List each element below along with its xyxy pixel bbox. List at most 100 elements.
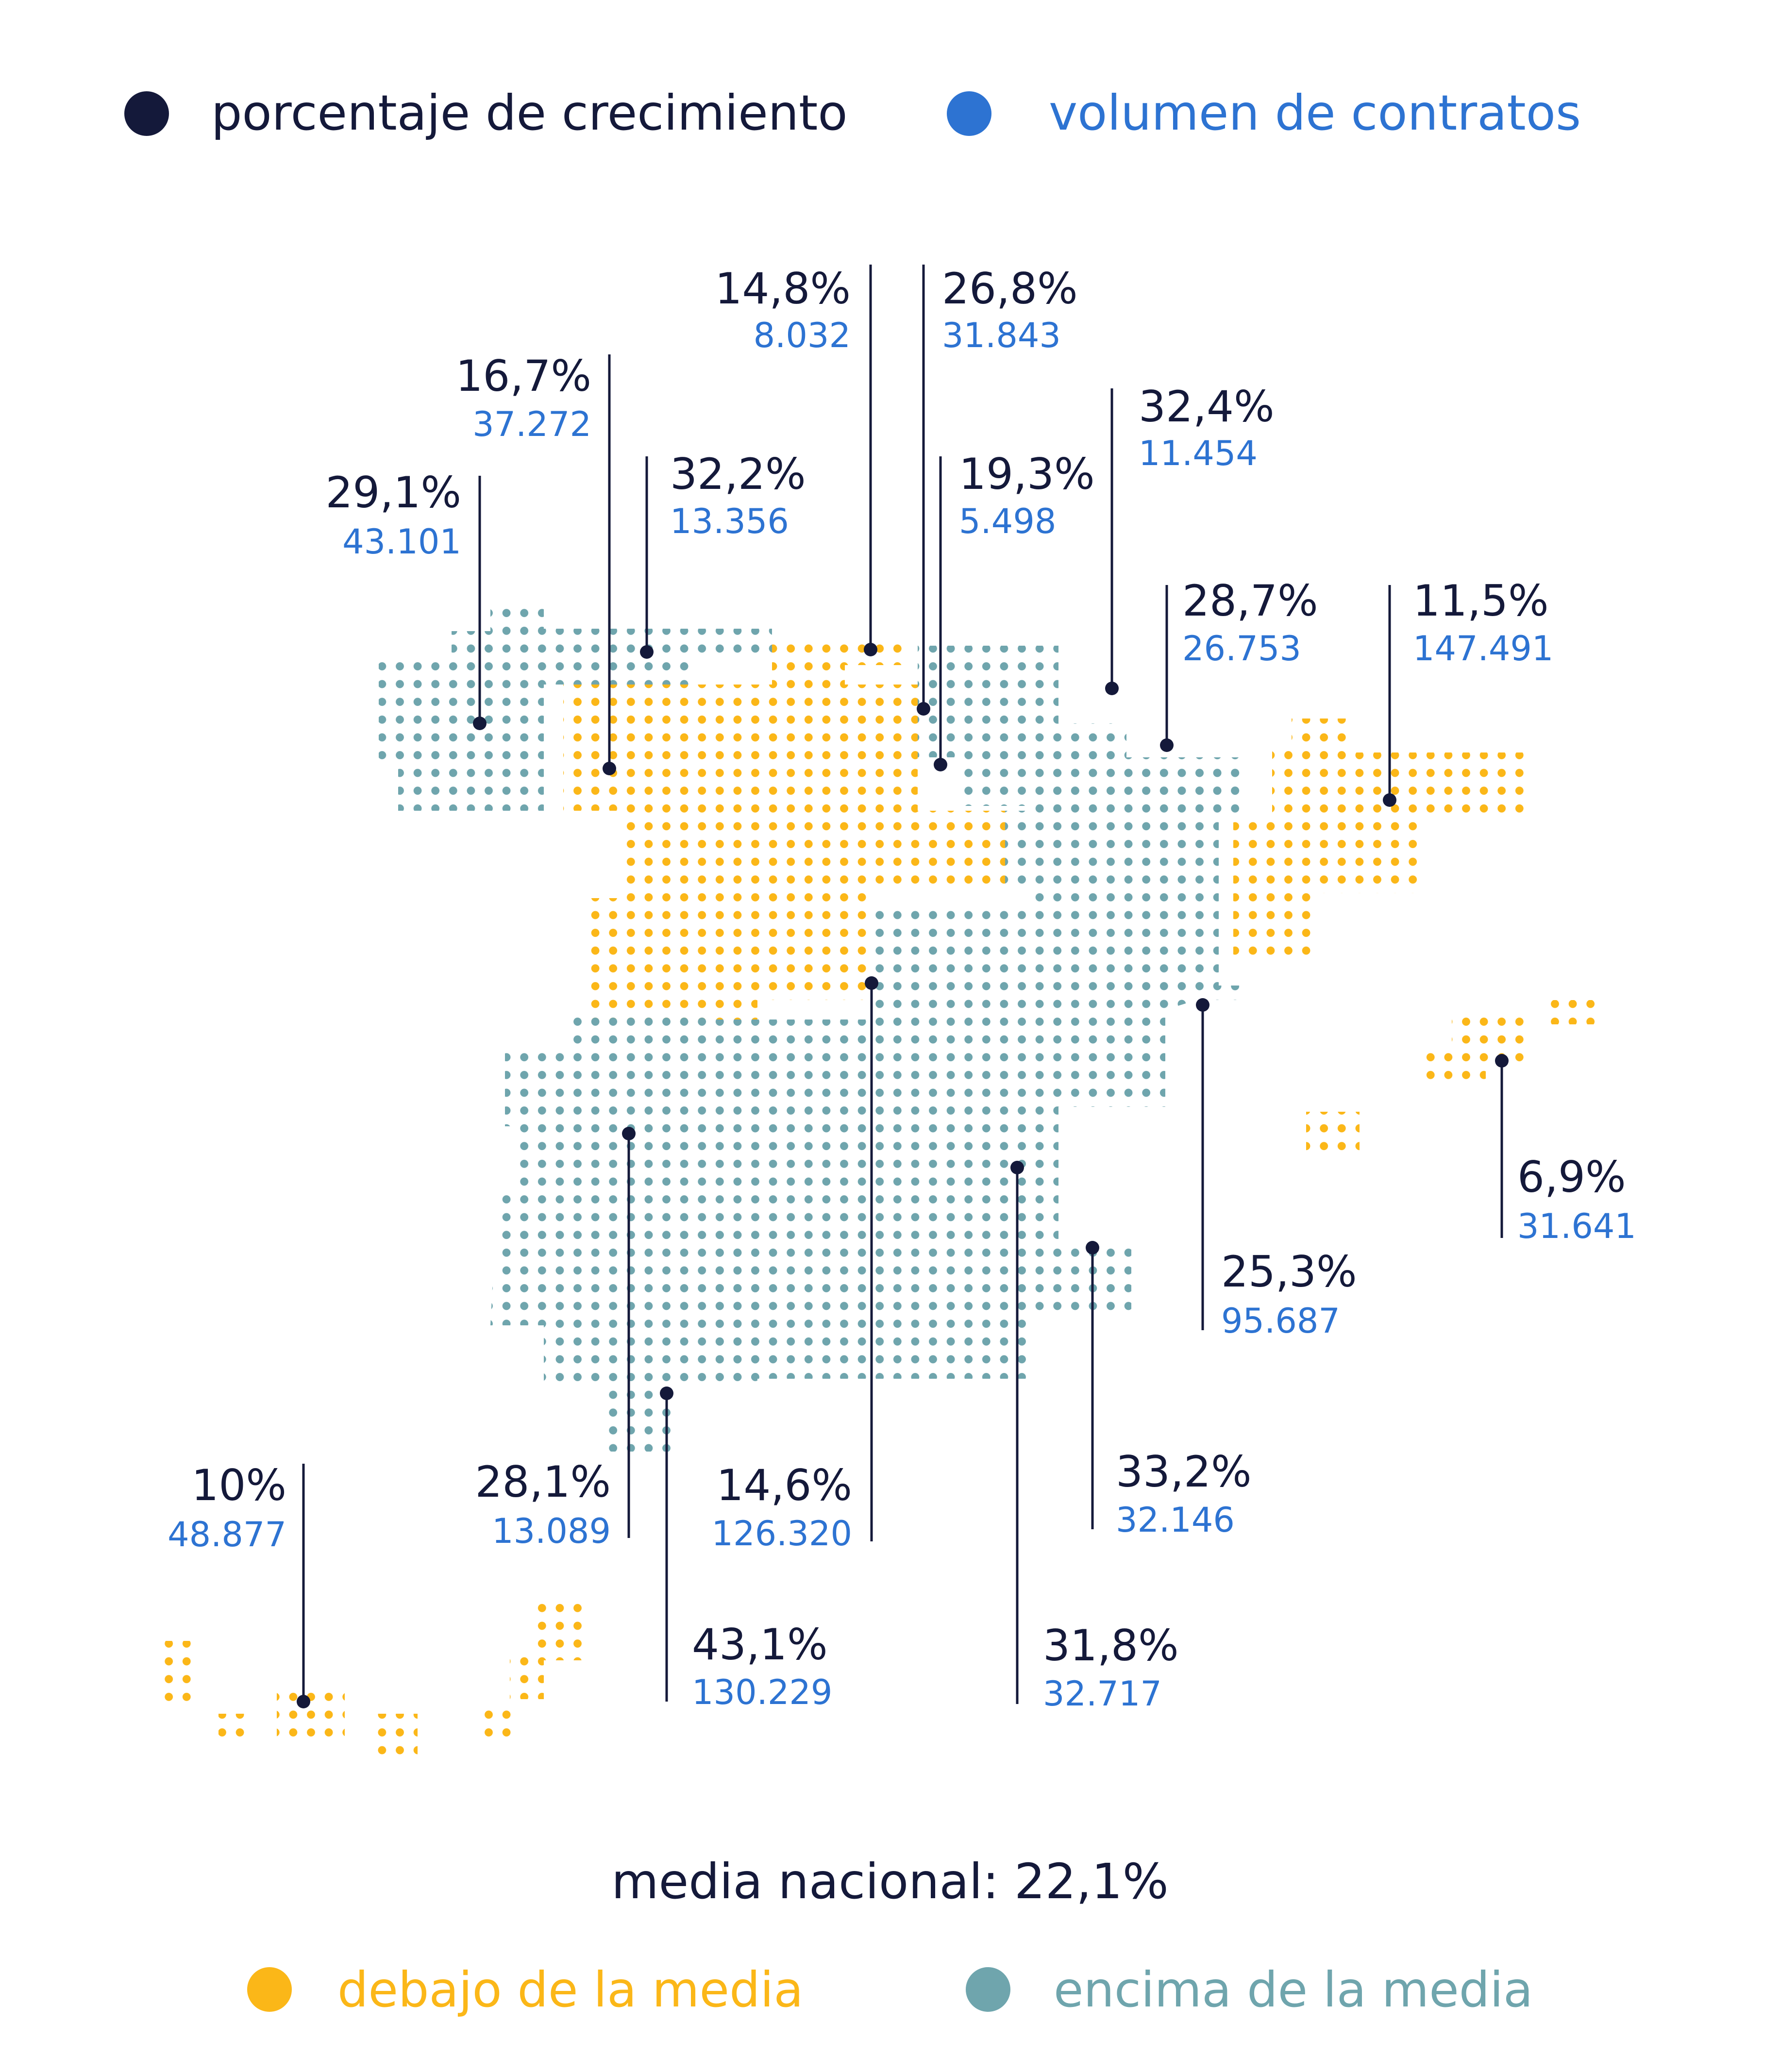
baleares-marker — [1495, 1054, 1509, 1068]
galicia-volume: 43.101 — [342, 522, 461, 562]
region-castilla-la-mancha — [709, 903, 1243, 1379]
callout-cataluna: 11,5% 147.491 — [1383, 576, 1553, 807]
navarra-marker — [1105, 682, 1119, 695]
pais-vasco-volume: 31.843 — [942, 316, 1061, 355]
region-andalucia — [490, 1233, 757, 1452]
dot-map — [160, 607, 1602, 1762]
legend-top: porcentaje de crecimiento volumen de con… — [124, 84, 1581, 141]
canarias-volume: 48.877 — [168, 1515, 286, 1554]
below-average-legend-label: debajo de la media — [337, 1961, 804, 2018]
andalucia-volume: 130.229 — [692, 1672, 832, 1712]
murcia-growth: 33,2% — [1116, 1447, 1252, 1497]
region-aragon — [1005, 757, 1243, 1000]
region-extremadura — [495, 1010, 709, 1243]
region-canarias-east — [481, 1602, 583, 1743]
baleares-growth: 6,9% — [1517, 1152, 1626, 1202]
navarra-growth: 32,4% — [1139, 382, 1275, 432]
callout-castilla-la-mancha: 31,8% 32.717 — [1010, 1161, 1179, 1714]
extremadura-marker — [622, 1127, 636, 1140]
below-average-legend-dot — [247, 1967, 292, 2012]
castilla-y-leon-growth: 16,7% — [455, 351, 591, 401]
callout-cantabria: 14,8% 8.032 — [715, 264, 877, 656]
andalucia-marker — [660, 1387, 673, 1400]
volume-legend-dot — [947, 91, 991, 136]
madrid-volume: 126.320 — [712, 1514, 852, 1554]
asturias-volume: 13.356 — [670, 501, 789, 541]
volume-legend-label: volumen de contratos — [1049, 84, 1581, 141]
callout-murcia: 33,2% 32.146 — [1086, 1241, 1252, 1540]
madrid-growth: 14,6% — [716, 1460, 852, 1510]
region-castilla-y-leon — [563, 685, 1005, 1019]
murcia-volume: 32.146 — [1116, 1500, 1235, 1540]
callout-galicia: 29,1% 43.101 — [325, 468, 487, 730]
navarra-volume: 11.454 — [1139, 434, 1258, 473]
growth-legend-label: porcentaje de crecimiento — [211, 84, 848, 141]
region-canarias-west — [160, 1641, 199, 1709]
pais-vasco-growth: 26,8% — [942, 264, 1078, 314]
andalucia-growth: 43,1% — [692, 1620, 828, 1670]
asturias-growth: 32,2% — [670, 449, 806, 499]
murcia-marker — [1086, 1241, 1099, 1254]
national-average: media nacional: 22,1% — [611, 1853, 1168, 1910]
aragon-volume: 26.753 — [1182, 629, 1301, 668]
extremadura-growth: 28,1% — [475, 1457, 611, 1507]
asturias-marker — [640, 645, 654, 659]
region-callouts: 29,1% 43.101 16,7% 37.272 32,2% 13.356 1… — [168, 264, 1636, 1714]
madrid-marker — [865, 976, 878, 990]
la-rioja-volume: 5.498 — [959, 501, 1056, 541]
callout-canarias: 10% 48.877 — [168, 1460, 310, 1708]
castilla-y-leon-marker — [603, 762, 616, 775]
cantabria-growth: 14,8% — [715, 264, 851, 314]
extremadura-volume: 13.089 — [492, 1511, 611, 1551]
comunidad-valenciana-marker — [1196, 998, 1209, 1012]
cataluna-volume: 147.491 — [1413, 629, 1553, 668]
region-canarias-center — [218, 1714, 252, 1743]
comunidad-valenciana-growth: 25,3% — [1221, 1247, 1357, 1297]
comunidad-valenciana-volume: 95.687 — [1221, 1301, 1340, 1341]
above-average-legend-dot — [966, 1967, 1010, 2012]
region-menorca — [1544, 1000, 1602, 1024]
pais-vasco-marker — [917, 702, 930, 716]
callout-pais-vasco: 26,8% 31.843 — [917, 264, 1078, 716]
callout-la-rioja: 19,3% 5.498 — [934, 449, 1095, 771]
la-rioja-marker — [934, 758, 947, 771]
cantabria-volume: 8.032 — [754, 316, 851, 355]
region-ibiza — [1306, 1112, 1360, 1155]
callout-aragon: 28,7% 26.753 — [1160, 576, 1318, 752]
castilla-la-mancha-volume: 32.717 — [1043, 1674, 1162, 1714]
region-asturias — [544, 629, 772, 685]
aragon-marker — [1160, 738, 1174, 752]
callout-baleares: 6,9% 31.641 — [1495, 1054, 1636, 1246]
region-galicia — [379, 607, 544, 811]
region-cataluna — [1233, 719, 1525, 956]
growth-legend-dot — [124, 91, 169, 136]
cantabria-marker — [864, 643, 877, 656]
region-cantabria — [772, 641, 903, 685]
region-baleares — [1418, 1015, 1525, 1087]
canarias-growth: 10% — [191, 1460, 286, 1510]
callout-extremadura: 28,1% 13.089 — [475, 1127, 636, 1551]
cataluna-marker — [1383, 793, 1396, 807]
callout-castilla-y-leon: 16,7% 37.272 — [455, 351, 616, 775]
baleares-volume: 31.641 — [1517, 1206, 1636, 1246]
callout-asturias: 32,2% 13.356 — [640, 449, 806, 659]
callout-andalucia: 43,1% 130.229 — [660, 1387, 832, 1712]
legend-bottom: debajo de la media encima de la media — [247, 1961, 1533, 2018]
callout-comunidad-valenciana: 25,3% 95.687 — [1196, 998, 1357, 1341]
region-canarias-tenerife — [277, 1685, 345, 1743]
castilla-la-mancha-growth: 31,8% — [1043, 1621, 1179, 1671]
above-average-legend-label: encima de la media — [1054, 1961, 1533, 2018]
galicia-marker — [473, 717, 487, 730]
la-rioja-growth: 19,3% — [959, 449, 1095, 499]
canarias-marker — [297, 1695, 310, 1708]
callout-navarra: 32,4% 11.454 — [1105, 382, 1275, 695]
region-canarias-gran-canaria — [369, 1714, 418, 1762]
cataluna-growth: 11,5% — [1413, 576, 1549, 626]
galicia-growth: 29,1% — [325, 468, 461, 518]
castilla-la-mancha-marker — [1010, 1161, 1024, 1174]
castilla-y-leon-volume: 37.272 — [472, 404, 591, 444]
aragon-growth: 28,7% — [1182, 576, 1318, 626]
callout-madrid: 14,6% 126.320 — [712, 976, 878, 1554]
